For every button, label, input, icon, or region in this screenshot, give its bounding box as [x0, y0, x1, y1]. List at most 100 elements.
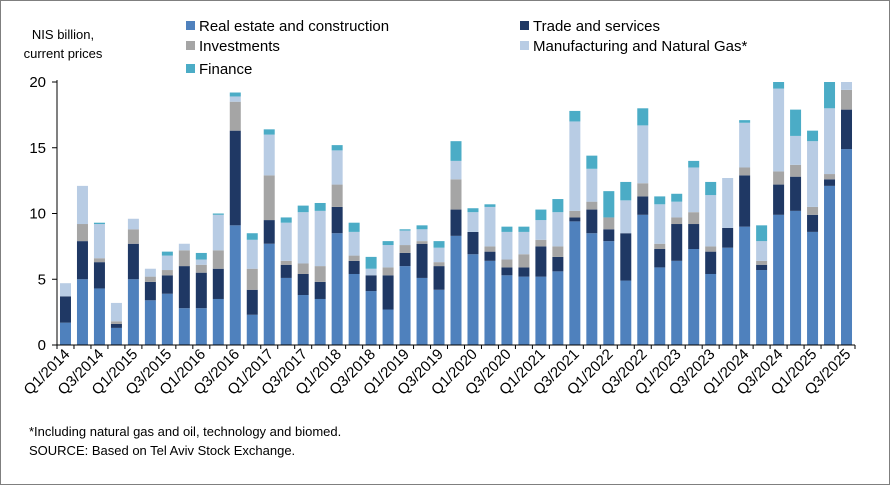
bar-segment: Q4/2014 — Manufacturing and Natural Gas*… — [110, 302, 122, 322]
bar-segment: Q4/2021 — Real estate and construction: … — [586, 233, 598, 345]
bar-segment: Q2/2015 — Trade and services: 1.4 — [144, 281, 156, 301]
bar-segment: Q3/2021 — Investments: 0.5 — [569, 210, 581, 218]
y-tick-label: 0 — [38, 337, 46, 354]
bar-segment: Q2/2016 — Trade and services: 2.3 — [212, 268, 224, 299]
bar-segment: Q4/2017 — Finance: 0.6 — [314, 202, 326, 211]
bar-segment: Q3/2015 — Finance: 0.3 — [161, 251, 173, 256]
bar-segment: Q2/2020 — Investments: 0.4 — [484, 246, 496, 252]
legend: Real estate and construction Trade and se… — [186, 18, 747, 78]
bar-segment: Q3/2023 — Finance: 1 — [705, 181, 717, 196]
bar-segment: Q4/2015 — Real estate and construction: … — [178, 308, 190, 345]
bar-segment: Q1/2019 — Real estate and construction: … — [399, 266, 411, 345]
bar-segment: Q2/2019 — Real estate and construction: … — [416, 277, 428, 345]
bar-segment: Q1/2022 — Trade and services: 0.9 — [603, 229, 615, 242]
bar-segment: Q2/2024 — Finance: 1.2 — [756, 225, 768, 242]
bar-segment: Q4/2019 — Investments: 2.3 — [450, 179, 462, 210]
bar-segment: Q3/2016 — Manufacturing and Natural Gas*… — [229, 96, 241, 102]
bar-segment: Q2/2021 — Finance: 1 — [552, 199, 564, 213]
bar-segment: Q3/2015 — Real estate and construction: … — [161, 293, 173, 345]
bar-segment: Q1/2016 — Investments: 0.6 — [195, 264, 207, 273]
bar-segment: Q2/2017 — Trade and services: 1 — [280, 264, 292, 278]
bar-segment: Q3/2021 — Manufacturing and Natural Gas*… — [569, 121, 581, 211]
bar-segment: Q3/2020 — Finance: 0.4 — [501, 226, 513, 232]
bar-segment: Q3/2015 — Investments: 0.4 — [161, 270, 173, 276]
bar-segment: Q2/2020 — Manufacturing and Natural Gas*… — [484, 206, 496, 247]
bar-segment: Q2/2021 — Trade and services: 1.1 — [552, 256, 564, 272]
legend-swatch — [520, 41, 529, 50]
bar-segment: Q4/2016 — Investments: 1.6 — [246, 268, 258, 290]
bar-segment: Q2/2024 — Trade and services: 0.4 — [756, 264, 768, 271]
bar-segment: Q3/2017 — Finance: 0.5 — [297, 205, 309, 213]
bar-segment: Q1/2017 — Real estate and construction: … — [263, 243, 275, 345]
bar-segment: Q3/2015 — Trade and services: 1.4 — [161, 275, 173, 294]
bar-segment: Q1/2023 — Trade and services: 2.8 — [671, 224, 683, 261]
legend-label: Trade and services — [533, 18, 660, 35]
bar-segment: Q1/2025 — Trade and services: 1.3 — [807, 214, 819, 232]
bar-segment: Q4/2016 — Manufacturing and Natural Gas*… — [246, 239, 258, 269]
bar-segment: Q2/2023 — Manufacturing and Natural Gas*… — [688, 167, 700, 213]
bar-segment: Q4/2023 — Real estate and construction: … — [722, 247, 734, 345]
bar-segment: Q1/2022 — Investments: 0.9 — [603, 217, 615, 230]
bar-segment: Q4/2019 — Manufacturing and Natural Gas*… — [450, 160, 462, 180]
bar-segment: Q2/2016 — Manufacturing and Natural Gas*… — [212, 214, 224, 251]
bar-segment: Q3/2020 — Investments: 0.6 — [501, 259, 513, 268]
bar-segment: Q2/2016 — Investments: 1.4 — [212, 250, 224, 269]
bar-segment: Q3/2019 — Finance: 0.5 — [433, 241, 445, 248]
bar-segment: Q4/2020 — Investments: 1 — [518, 254, 530, 268]
bar-segment: Q4/2018 — Trade and services: 2.6 — [382, 275, 394, 310]
y-tick-label: 15 — [29, 140, 46, 157]
bar-segment: Q2/2021 — Real estate and construction: … — [552, 271, 564, 345]
bar-segment: Q1/2019 — Investments: 0.6 — [399, 245, 411, 253]
bar-segment: Q2/2019 — Trade and services: 2.6 — [416, 243, 428, 278]
bar-segment: Q1/2015 — Real estate and construction: … — [127, 279, 139, 345]
bar-segment: Q3/2023 — Real estate and construction: … — [705, 273, 717, 345]
bar-segment: Q4/2017 — Manufacturing and Natural Gas*… — [314, 210, 326, 267]
legend-swatch — [186, 64, 195, 73]
bar-segment: Q1/2017 — Manufacturing and Natural Gas*… — [263, 134, 275, 176]
bar-segment: Q3/2014 — Finance: 0.1 — [93, 222, 105, 225]
bar-segment: Q2/2022 — Real estate and construction: … — [620, 280, 632, 345]
bar-segment: Q4/2020 — Finance: 0.4 — [518, 226, 530, 232]
bar-segment: Q1/2019 — Manufacturing and Natural Gas*… — [399, 230, 411, 246]
bar-segment: Q3/2025 — Real estate and construction: … — [841, 149, 853, 345]
bar-segment: Q3/2024 — Real estate and construction: … — [773, 214, 785, 345]
bar-segment: Q2/2023 — Investments: 0.9 — [688, 212, 700, 225]
bar-segment: Q1/2020 — Real estate and construction: … — [467, 254, 479, 345]
bar-segment: Q2/2014 — Trade and services: 2.9 — [76, 241, 88, 280]
bar-segment: Q2/2017 — Real estate and construction: … — [280, 277, 292, 345]
bar-segment: Q2/2014 — Manufacturing and Natural Gas*… — [76, 185, 88, 225]
bar-segment: Q4/2014 — Investments: 0.2 — [110, 321, 122, 324]
bar-segment: Q2/2017 — Investments: 0.3 — [280, 260, 292, 265]
legend-swatch — [186, 41, 195, 50]
bar-segment: Q3/2016 — Real estate and construction: … — [229, 225, 241, 345]
bar-segment: Q4/2016 — Finance: 0.5 — [246, 233, 258, 240]
bar-segment: Q1/2024 — Trade and services: 3.9 — [739, 175, 751, 227]
bar-segment: Q2/2015 — Real estate and construction: … — [144, 300, 156, 345]
bar-segment: Q4/2020 — Manufacturing and Natural Gas*… — [518, 231, 530, 255]
bar-segment: Q3/2014 — Real estate and construction: … — [93, 288, 105, 345]
bar-segment: Q4/2018 — Finance: 0.3 — [382, 241, 394, 246]
bar-segment: Q1/2025 — Real estate and construction: … — [807, 231, 819, 345]
legend-label: Real estate and construction — [199, 18, 389, 35]
bar-segment: Q3/2016 — Finance: 0.3 — [229, 92, 241, 97]
bar-segment: Q3/2020 — Trade and services: 0.6 — [501, 267, 513, 276]
bar-segment: Q3/2017 — Investments: 0.8 — [297, 263, 309, 274]
bar-segment: Q3/2019 — Manufacturing and Natural Gas*… — [433, 247, 445, 263]
bar-segment: Q2/2025 — Trade and services: 0.5 — [824, 179, 836, 186]
bar-segment: Q1/2021 — Trade and services: 2.3 — [535, 246, 547, 277]
bar-segment: Q1/2023 — Manufacturing and Natural Gas*… — [671, 201, 683, 218]
bar-segment: Q2/2023 — Trade and services: 1.9 — [688, 224, 700, 249]
bar-segment: Q2/2024 — Real estate and construction: … — [756, 270, 768, 345]
bar-segment: Q2/2021 — Investments: 0.8 — [552, 246, 564, 257]
bar-segment: Q1/2022 — Real estate and construction: … — [603, 241, 615, 345]
bar-segment: Q1/2024 — Manufacturing and Natural Gas*… — [739, 122, 751, 168]
bar-segment: Q4/2020 — Real estate and construction: … — [518, 276, 530, 345]
bar-segment: Q4/2024 — Trade and services: 2.6 — [790, 176, 802, 211]
bar-segment: Q3/2023 — Investments: 0.4 — [705, 246, 717, 252]
bar-segment: Q1/2025 — Investments: 0.6 — [807, 206, 819, 215]
bar-segment: Q3/2017 — Real estate and construction: … — [297, 295, 309, 345]
bar-segment: Q1/2018 — Finance: 0.4 — [331, 145, 343, 151]
bar-segment: Q1/2016 — Trade and services: 2.7 — [195, 272, 207, 309]
bar-segment: Q1/2018 — Real estate and construction: … — [331, 233, 343, 345]
bar-segment: Q2/2017 — Finance: 0.4 — [280, 217, 292, 223]
